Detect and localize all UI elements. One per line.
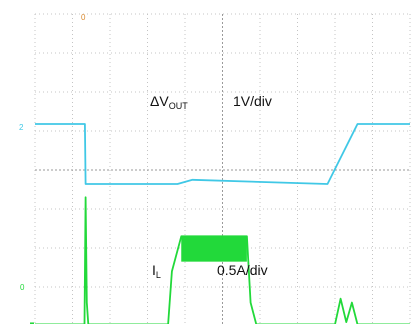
- il-trace: [35, 196, 410, 324]
- channel-2-marker: 2: [19, 123, 24, 132]
- vout-trace: [35, 123, 410, 185]
- graticule: [34, 13, 411, 324]
- il-scale-label: 0.5A/div: [217, 262, 268, 278]
- trigger-marker: 0: [81, 13, 86, 22]
- channel-1-ref-dot: [30, 322, 34, 324]
- il-switching-band: [181, 236, 247, 262]
- vout-label: ΔVOUT: [150, 93, 188, 111]
- channel-1-marker: 0: [20, 283, 25, 292]
- traces: [30, 123, 410, 324]
- vout-scale-label: 1V/div: [233, 93, 272, 109]
- il-label: IL: [152, 262, 161, 280]
